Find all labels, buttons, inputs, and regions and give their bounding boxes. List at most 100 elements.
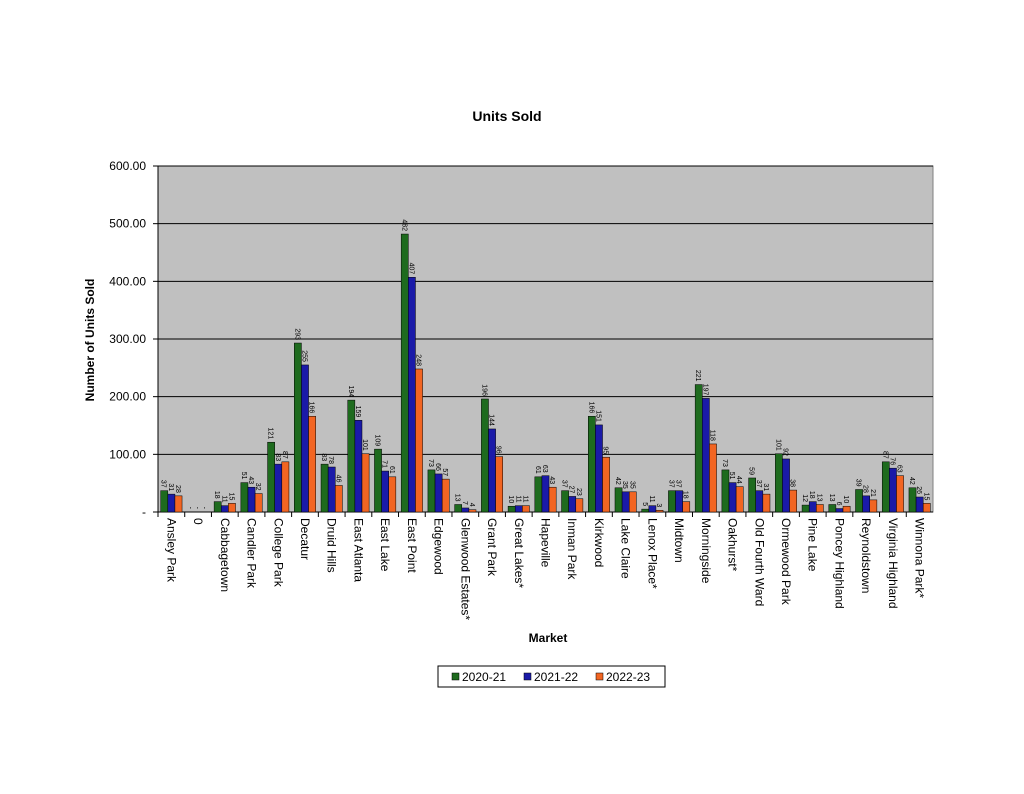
x-tick-label: Hapeville bbox=[539, 518, 553, 568]
y-tick-label: - bbox=[142, 505, 146, 519]
data-label: 6 bbox=[835, 502, 842, 506]
bar bbox=[320, 463, 329, 513]
data-label: 43 bbox=[548, 476, 555, 484]
data-label: 21 bbox=[869, 489, 876, 497]
data-label: 37 bbox=[675, 480, 682, 488]
data-label: 15 bbox=[922, 493, 929, 501]
x-tick-label: Poncey Highland bbox=[832, 518, 846, 609]
data-label: 28 bbox=[174, 485, 181, 493]
data-label: 63 bbox=[896, 465, 903, 473]
data-label: 39 bbox=[855, 479, 862, 487]
bar bbox=[721, 469, 730, 513]
bar bbox=[361, 453, 370, 513]
data-label: 109 bbox=[374, 434, 381, 446]
data-label: 159 bbox=[354, 406, 361, 418]
bar bbox=[240, 482, 249, 513]
data-label: 5 bbox=[641, 502, 648, 506]
data-label: 57 bbox=[441, 468, 448, 476]
data-label: 4 bbox=[468, 503, 475, 507]
data-label: 63 bbox=[541, 465, 548, 473]
data-label: 23 bbox=[575, 488, 582, 496]
data-label: 46 bbox=[334, 475, 341, 483]
bar bbox=[354, 420, 363, 513]
x-tick-label: Lenox Place* bbox=[645, 518, 659, 589]
bar bbox=[808, 501, 817, 513]
bar bbox=[889, 467, 897, 513]
bar bbox=[748, 477, 756, 513]
bar bbox=[816, 504, 824, 513]
bar bbox=[922, 503, 931, 513]
data-label: 92 bbox=[782, 448, 789, 456]
data-label: 18 bbox=[808, 491, 815, 499]
data-label: - bbox=[194, 507, 201, 510]
bar bbox=[254, 493, 263, 513]
bar bbox=[682, 501, 691, 513]
data-label: 221 bbox=[694, 370, 701, 382]
bar bbox=[247, 486, 256, 513]
legend-label: 2020-21 bbox=[462, 670, 506, 684]
data-label: 66 bbox=[434, 463, 441, 471]
x-tick-label: Glenwood Estates* bbox=[458, 518, 472, 620]
bar bbox=[828, 504, 837, 513]
bar bbox=[641, 508, 650, 513]
data-label: 96 bbox=[495, 446, 502, 454]
bar bbox=[801, 504, 810, 513]
y-tick-label: 100.00 bbox=[109, 447, 146, 461]
x-tick-label: Druid Hills bbox=[325, 518, 339, 573]
data-label: 83 bbox=[320, 453, 327, 461]
bar bbox=[267, 441, 275, 513]
legend-swatch bbox=[523, 672, 532, 681]
bar bbox=[388, 476, 397, 513]
y-tick-label: 500.00 bbox=[109, 217, 146, 231]
legend-label: 2022-23 bbox=[606, 670, 650, 684]
bar bbox=[274, 463, 283, 513]
data-label: 248 bbox=[415, 354, 422, 366]
bar bbox=[507, 505, 516, 513]
data-label: 166 bbox=[587, 402, 594, 414]
data-label: 37 bbox=[755, 480, 762, 488]
data-label: - bbox=[186, 507, 193, 510]
data-label: 121 bbox=[267, 428, 274, 440]
x-tick-label: Pine Lake bbox=[806, 518, 820, 572]
legend-label: 2021-22 bbox=[534, 670, 578, 684]
data-label: 87 bbox=[281, 451, 288, 459]
data-label: 59 bbox=[748, 467, 755, 475]
bar bbox=[709, 443, 717, 513]
x-tick-label: Lake Claire bbox=[619, 518, 633, 579]
bar bbox=[575, 498, 584, 513]
legend-swatch bbox=[595, 672, 604, 681]
data-label: 26 bbox=[915, 486, 922, 494]
bar bbox=[908, 487, 917, 513]
x-tick-label: Cabbagetown bbox=[218, 518, 232, 592]
x-tick-label: Ormewood Park bbox=[779, 518, 793, 606]
bar bbox=[735, 486, 744, 513]
bar bbox=[400, 233, 409, 513]
x-tick-label: East Point bbox=[405, 518, 419, 573]
bar bbox=[782, 458, 790, 513]
data-label: 10 bbox=[507, 495, 514, 503]
bar bbox=[281, 461, 290, 513]
data-label: 38 bbox=[789, 479, 796, 487]
data-label: 83 bbox=[274, 453, 281, 461]
data-label: 31 bbox=[167, 483, 174, 491]
bar bbox=[842, 505, 851, 513]
data-label: 78 bbox=[327, 456, 334, 464]
data-label: 76 bbox=[888, 457, 895, 465]
bar bbox=[408, 277, 416, 513]
data-label: 73 bbox=[427, 459, 434, 467]
data-label: 166 bbox=[308, 402, 315, 414]
bar bbox=[301, 364, 309, 513]
data-label: 293 bbox=[293, 328, 300, 340]
bar bbox=[602, 456, 610, 513]
y-tick-label: 400.00 bbox=[109, 274, 146, 288]
bar bbox=[628, 491, 637, 513]
data-label: 27 bbox=[568, 486, 575, 494]
x-tick-label: East Lake bbox=[378, 518, 392, 572]
bar bbox=[534, 476, 543, 513]
bar bbox=[561, 490, 569, 513]
bar bbox=[862, 495, 871, 513]
data-label: 71 bbox=[381, 460, 388, 468]
bar bbox=[548, 486, 557, 513]
bar bbox=[335, 485, 343, 513]
